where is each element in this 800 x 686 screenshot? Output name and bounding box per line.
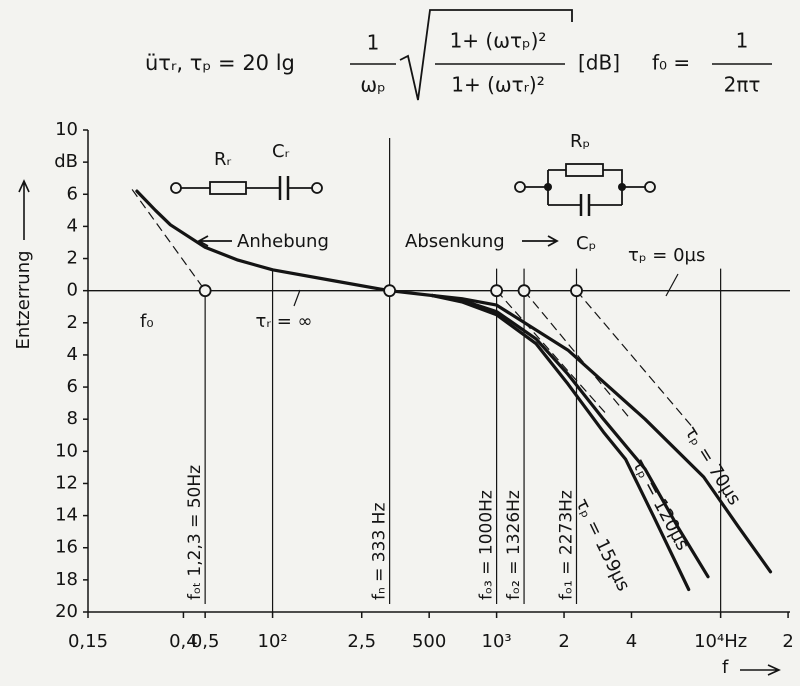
component-label: Cᵣ xyxy=(272,141,290,162)
component-label: Cₚ xyxy=(576,233,596,254)
marker-point xyxy=(198,284,212,298)
formula-lhs: üτᵣ, τₚ = 20 lg xyxy=(145,51,295,75)
y-tick-label: 12 xyxy=(55,472,78,493)
series-label: τₚ = 120µs xyxy=(628,456,694,554)
marker-label: fₒ₁ = 2273Hz xyxy=(556,490,576,600)
y-tick-label: dB xyxy=(54,151,78,172)
y-tick-label: 6 xyxy=(67,183,78,204)
marker-label: fₒ₃ = 1000Hz xyxy=(477,490,497,600)
arrow xyxy=(740,664,781,676)
asymptote xyxy=(131,189,206,292)
terminal xyxy=(644,181,656,193)
curve xyxy=(430,293,710,579)
marker-point xyxy=(517,284,531,298)
formula: üτᵣ, τₚ = 20 lg 1 ωₚ 1+ (ωτₚ)² 1+ (ωτᵣ)²… xyxy=(145,9,772,101)
junction xyxy=(544,183,552,191)
arrow xyxy=(18,179,30,240)
leader-line xyxy=(665,273,679,297)
y-tick-label: 4 xyxy=(67,344,78,365)
leader-line xyxy=(293,289,301,307)
circuit-right: Rₚ Cₚ xyxy=(514,131,656,254)
x-tick-label: 0,5 xyxy=(191,631,220,652)
y-tick-label: 20 xyxy=(55,601,78,622)
annotation: τₚ = 0µs xyxy=(628,245,705,266)
y-tick-label: 16 xyxy=(55,537,78,558)
curve xyxy=(430,293,691,592)
y-tick-label: 18 xyxy=(55,569,78,590)
x-tick-label: 0,15 xyxy=(68,631,108,652)
y-axis-label: Entzerrung xyxy=(13,250,34,349)
series-label: τₚ = 70µs xyxy=(680,423,745,509)
y-tick-label: 0 xyxy=(67,280,78,301)
marker-point xyxy=(490,284,504,298)
formula-text: [dB] xyxy=(578,51,620,75)
x-tick-label: 2,5 xyxy=(347,631,376,652)
x-axis-label: f xyxy=(722,657,729,678)
formula-text: f₀ = xyxy=(652,51,690,75)
y-tick-label: 8 xyxy=(67,408,78,429)
annotation: Absenkung xyxy=(405,231,505,252)
series-label: τᵣ = ∞ xyxy=(255,311,312,332)
x-tick-label: 4 xyxy=(626,631,637,652)
component-label: Rₚ xyxy=(570,131,590,152)
sqrt-sign xyxy=(399,9,573,101)
annotations: Anhebung Absenkung f₀ τₚ = 0µs Entzerrun… xyxy=(13,179,781,678)
formula-text: 1+ (ωτᵣ)² xyxy=(451,73,544,97)
formula-text: ωₚ xyxy=(360,73,385,97)
resistor xyxy=(565,163,604,177)
x-tick-label: 10² xyxy=(258,631,288,652)
asymptote xyxy=(496,290,608,415)
arrow xyxy=(522,235,559,247)
curve xyxy=(430,293,773,574)
marker-point xyxy=(383,284,397,298)
marker-point xyxy=(570,284,583,298)
x-tick-label: 10⁴Hz xyxy=(694,631,747,652)
x-tick-label: 2 xyxy=(558,631,569,652)
x-tick-label: 500 xyxy=(412,631,446,652)
y-tick-label: 6 xyxy=(67,376,78,397)
resistor xyxy=(209,181,247,195)
asymptote xyxy=(523,290,631,420)
x-tick-label: 0,4 xyxy=(169,631,198,652)
x-tick-label: 10³ xyxy=(482,631,512,652)
circuit-left: Rᵣ Cᵣ xyxy=(170,141,323,200)
y-tick-label: 10 xyxy=(55,440,78,461)
y-tick-label: 14 xyxy=(55,505,78,526)
formula-text: 1 xyxy=(367,31,380,55)
series-label: τₚ = 159µs xyxy=(571,495,634,594)
y-tick-label: 2 xyxy=(67,248,78,269)
terminal xyxy=(311,182,323,194)
arrow xyxy=(197,235,232,247)
component-label: Rᵣ xyxy=(214,149,232,170)
marker-label: fₒₜ 1,2,3 = 50Hz xyxy=(185,465,205,600)
annotation: f₀ xyxy=(140,311,154,332)
asymptote xyxy=(576,290,695,430)
formula-text: 1+ (ωτₚ)² xyxy=(450,29,547,53)
y-tick-label: 10 xyxy=(55,119,78,140)
terminal xyxy=(170,182,182,194)
y-tick-label: 4 xyxy=(67,215,78,236)
formula-text: 1 xyxy=(736,29,749,53)
annotation: Anhebung xyxy=(237,231,329,252)
marker-label: fₒ₂ = 1326Hz xyxy=(504,490,524,600)
marker-label: fₙ = 333 Hz xyxy=(370,503,390,600)
y-tick-label: 2 xyxy=(67,312,78,333)
x-tick-label: 2 xyxy=(782,631,793,652)
formula-text: 2πτ xyxy=(724,73,761,97)
curve xyxy=(135,189,434,298)
terminal xyxy=(514,181,526,193)
